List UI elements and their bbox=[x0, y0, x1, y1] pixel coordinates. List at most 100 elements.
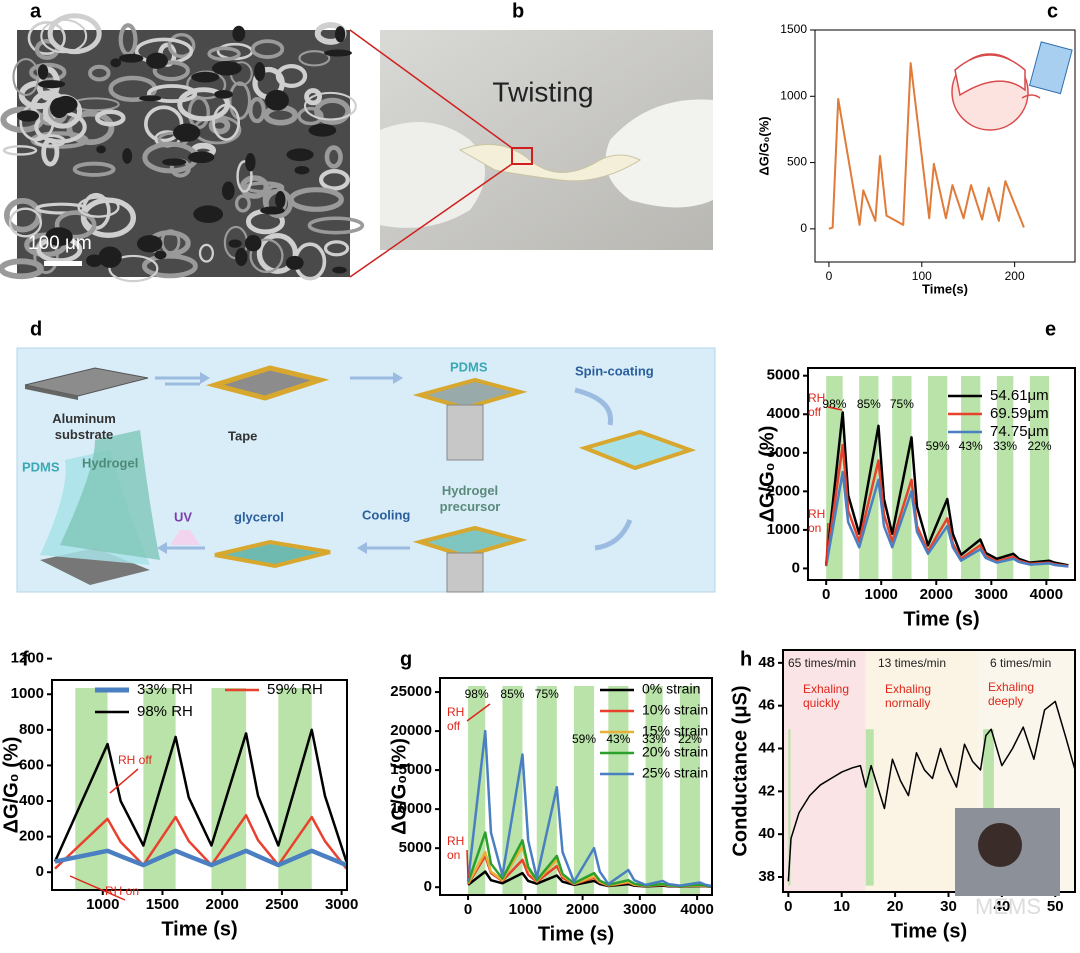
pore bbox=[188, 151, 215, 164]
annotation: Exhaling quickly bbox=[803, 682, 849, 710]
series-line bbox=[824, 470, 1069, 568]
arrow bbox=[594, 518, 633, 551]
x-tick-label: 3000 bbox=[325, 896, 358, 913]
shaded-region bbox=[645, 686, 663, 895]
pore-wall bbox=[239, 175, 270, 199]
pore-wall bbox=[249, 238, 284, 274]
annotation-line: 6 times/min bbox=[990, 656, 1051, 670]
region-label: 98% bbox=[465, 687, 489, 701]
shaded-region bbox=[1029, 376, 1050, 580]
pore-wall bbox=[207, 46, 241, 62]
shaded-region bbox=[536, 686, 557, 895]
panel-b: Twisting b bbox=[349, 0, 713, 278]
region-label: 59% bbox=[926, 439, 950, 453]
pore bbox=[275, 191, 286, 209]
pore bbox=[324, 49, 352, 57]
annotation: Exhaling deeply bbox=[988, 680, 1034, 708]
region-label: 43% bbox=[959, 439, 983, 453]
y-tick-label: 2000 bbox=[767, 482, 800, 499]
series-line bbox=[53, 728, 347, 863]
step-label: Aluminum substrate bbox=[52, 411, 116, 442]
y-tick-label: 10000 bbox=[390, 800, 432, 817]
y-tick-label: 0 bbox=[36, 863, 44, 880]
x-tick-label: 40 bbox=[994, 898, 1011, 915]
y-tick-label: 500 bbox=[787, 155, 807, 169]
step-label: Hydrogel precursor bbox=[440, 483, 501, 514]
shaded-region bbox=[983, 729, 994, 886]
precursor-film bbox=[412, 525, 528, 559]
annotation-arrow bbox=[69, 875, 126, 901]
panel-label: f bbox=[22, 648, 29, 670]
pore-wall bbox=[318, 168, 350, 191]
legend-label: 54.61μm bbox=[990, 387, 1049, 404]
annotation-line: Exhaling bbox=[885, 682, 931, 696]
y-tick-label: 42 bbox=[758, 782, 775, 799]
x-axis-label: Time (s) bbox=[891, 920, 967, 942]
chart: 98% 85% 75%59% 43% 33% 22%0 1000 2000 3000 400001… bbox=[756, 318, 1076, 630]
pore bbox=[244, 234, 262, 252]
annotation-arrow bbox=[466, 849, 469, 879]
pore-wall bbox=[8, 207, 43, 238]
scale-label: 100 μm bbox=[28, 233, 92, 254]
pore bbox=[38, 80, 66, 89]
panel-d: Aluminum substrate Tape PDMS Spin-coating… bbox=[16, 318, 716, 593]
y-tick-label: 1200 bbox=[11, 650, 44, 667]
y-tick-label: 0 bbox=[792, 559, 800, 576]
pore-wall bbox=[167, 32, 196, 59]
pore-wall bbox=[248, 97, 266, 124]
y-tick-label: 400 bbox=[19, 792, 44, 809]
pore-wall bbox=[94, 109, 126, 127]
y-tick-label: 1000 bbox=[767, 521, 800, 538]
pore bbox=[294, 166, 310, 175]
region-label: 22% bbox=[1027, 439, 1051, 453]
caption: Twisting bbox=[492, 76, 593, 107]
panel-label: c bbox=[1047, 0, 1058, 22]
hydrogel-layer bbox=[60, 430, 160, 560]
pore-wall bbox=[160, 229, 181, 255]
region-label: 22% bbox=[678, 732, 702, 746]
annotation-line: RH bbox=[808, 391, 825, 405]
y-tick-label: 46 bbox=[758, 697, 775, 714]
x-tick-label: 0 bbox=[784, 898, 792, 915]
pore-wall bbox=[186, 70, 227, 100]
annotation-line: off bbox=[808, 405, 822, 419]
annotation: RH on bbox=[808, 507, 825, 535]
x-tick-label: 0 bbox=[464, 901, 472, 918]
plot-frame bbox=[439, 677, 713, 896]
annotation-line: RH on bbox=[105, 884, 139, 898]
pore-wall bbox=[27, 21, 66, 55]
annotation-line: Exhaling bbox=[988, 680, 1034, 694]
x-tick-label: 1500 bbox=[146, 896, 179, 913]
pore bbox=[334, 26, 346, 43]
y-tick-label: 20000 bbox=[390, 722, 432, 739]
pore-wall bbox=[47, 13, 102, 55]
pore bbox=[136, 235, 163, 253]
arrow bbox=[357, 542, 367, 554]
x-tick-label: 2000 bbox=[206, 896, 239, 913]
region-label: 59% bbox=[572, 732, 596, 746]
pore bbox=[98, 246, 122, 268]
arrow bbox=[155, 376, 205, 386]
annotation-line: 13 times/min bbox=[878, 656, 946, 670]
region-label: 75% bbox=[890, 397, 914, 411]
pore-wall bbox=[303, 91, 357, 121]
pore bbox=[96, 145, 106, 154]
step-label: glycerol bbox=[234, 509, 284, 524]
x-tick-label: 0 bbox=[822, 586, 830, 603]
pore bbox=[146, 52, 168, 69]
film bbox=[458, 143, 642, 182]
y-tick-label: 25000 bbox=[390, 683, 432, 700]
legend-label: 0% strain bbox=[642, 681, 700, 697]
region-label: 85% bbox=[500, 687, 524, 701]
y-tick-label: 600 bbox=[19, 756, 44, 773]
pore bbox=[221, 181, 235, 201]
pore-wall bbox=[41, 137, 60, 167]
pore bbox=[245, 152, 256, 172]
pore bbox=[232, 25, 246, 42]
pore-wall bbox=[0, 258, 44, 280]
y-tick-label: 40 bbox=[758, 825, 775, 842]
x-tick-label: 3000 bbox=[623, 901, 656, 918]
y-tick-label: 0 bbox=[424, 878, 432, 895]
x-tick-label: 1000 bbox=[509, 901, 542, 918]
annotation-arrow bbox=[466, 703, 491, 722]
